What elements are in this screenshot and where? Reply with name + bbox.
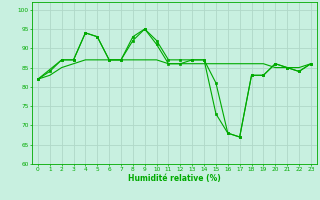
X-axis label: Humidité relative (%): Humidité relative (%) [128, 174, 221, 183]
